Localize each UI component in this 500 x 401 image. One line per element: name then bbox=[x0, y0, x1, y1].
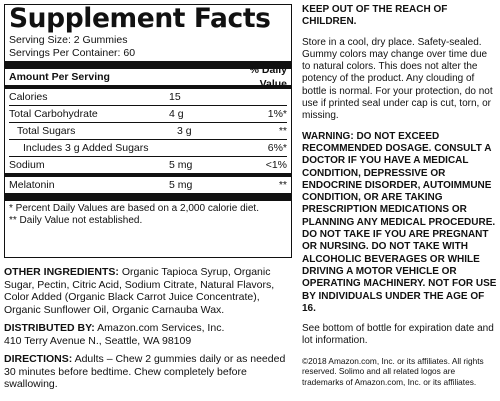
table-row: Melatonin 5 mg ** bbox=[9, 177, 287, 193]
directions-label: DIRECTIONS: bbox=[4, 353, 73, 365]
nutrient-dv: 6%* bbox=[267, 142, 287, 154]
thick-divider bbox=[5, 61, 291, 69]
nutrient-amount: 3 g bbox=[177, 125, 192, 137]
facts-header-row: Amount Per Serving % Daily Value bbox=[9, 64, 287, 90]
medium-divider bbox=[5, 85, 291, 89]
table-row: Total Carbohydrate 4 g 1%* bbox=[9, 105, 287, 122]
serving-size: Serving Size: 2 Gummies bbox=[9, 34, 128, 46]
facts-title: Supplement Facts bbox=[9, 3, 271, 34]
distributor-name: Amazon.com Services, Inc. bbox=[94, 322, 225, 334]
keep-out-notice: KEEP OUT OF THE REACH OF CHILDREN. bbox=[302, 4, 448, 28]
nutrient-amount: 4 g bbox=[169, 108, 184, 120]
header-dv: % Daily Value bbox=[249, 64, 287, 90]
header-amount: Amount Per Serving bbox=[9, 71, 110, 83]
table-row: Calories 15 bbox=[9, 89, 287, 105]
nutrient-amount: 5 mg bbox=[169, 179, 193, 191]
nutrient-amount: 15 bbox=[169, 91, 181, 103]
medium-divider bbox=[5, 173, 291, 177]
footnote-dv: * Percent Daily Values are based on a 2,… bbox=[9, 203, 259, 214]
thick-divider bbox=[5, 193, 291, 201]
nutrient-label: Includes 3 g Added Sugars bbox=[23, 142, 149, 154]
product-info: OTHER INGREDIENTS: Organic Tapioca Syrup… bbox=[4, 266, 294, 397]
ingredients: OTHER INGREDIENTS: Organic Tapioca Syrup… bbox=[4, 266, 294, 316]
distributor-label: DISTRIBUTED BY: bbox=[4, 322, 95, 334]
table-row: Total Sugars 3 g ** bbox=[9, 122, 287, 139]
nutrient-dv: 1%* bbox=[267, 108, 287, 120]
footnote-dv-not-established: ** Daily Value not established. bbox=[9, 214, 143, 226]
nutrient-label: Calories bbox=[9, 91, 48, 103]
nutrient-dv: ** bbox=[278, 125, 287, 137]
nutrient-label: Melatonin bbox=[9, 179, 55, 191]
distributor: DISTRIBUTED BY: Amazon.com Services, Inc… bbox=[4, 322, 294, 347]
nutrient-dv: <1% bbox=[265, 159, 287, 171]
directions: DIRECTIONS: Adults – Chew 2 gummies dail… bbox=[4, 353, 294, 391]
servings-per-container: Servings Per Container: 60 bbox=[9, 46, 136, 59]
nutrient-dv: ** bbox=[278, 179, 287, 191]
nutrient-label: Total Sugars bbox=[17, 125, 76, 137]
table-row: Sodium 5 mg <1% bbox=[9, 156, 287, 173]
distributor-address: 410 Terry Avenue N., Seattle, WA 98109 bbox=[4, 334, 192, 347]
storage-text: Store in a cool, dry place. Safety-seale… bbox=[302, 36, 493, 122]
nutrient-label: Total Carbohydrate bbox=[9, 108, 98, 120]
expiration-text: See bottom of bottle for expiration date… bbox=[302, 323, 494, 347]
directions-text: Adults – Chew 2 gummies daily or as need… bbox=[4, 353, 286, 390]
label-right-column: KEEP OUT OF THE REACH OF CHILDREN. Store… bbox=[302, 4, 498, 395]
nutrient-label: Sodium bbox=[9, 159, 45, 171]
ingredients-text: Organic Tapioca Syrup, Organic Sugar, Pe… bbox=[4, 266, 275, 316]
copyright-text: ©2018 Amazon.com, Inc. or its affiliates… bbox=[302, 355, 484, 387]
nutrient-amount: 5 mg bbox=[169, 159, 193, 171]
warning-text: WARNING: DO NOT EXCEED RECOMMENDED DOSAG… bbox=[302, 130, 497, 314]
table-row: Includes 3 g Added Sugars 6%* bbox=[9, 139, 287, 156]
ingredients-label: OTHER INGREDIENTS: bbox=[4, 266, 119, 278]
supplement-facts-panel: Supplement Facts Serving Size: 2 Gummies… bbox=[4, 4, 292, 258]
